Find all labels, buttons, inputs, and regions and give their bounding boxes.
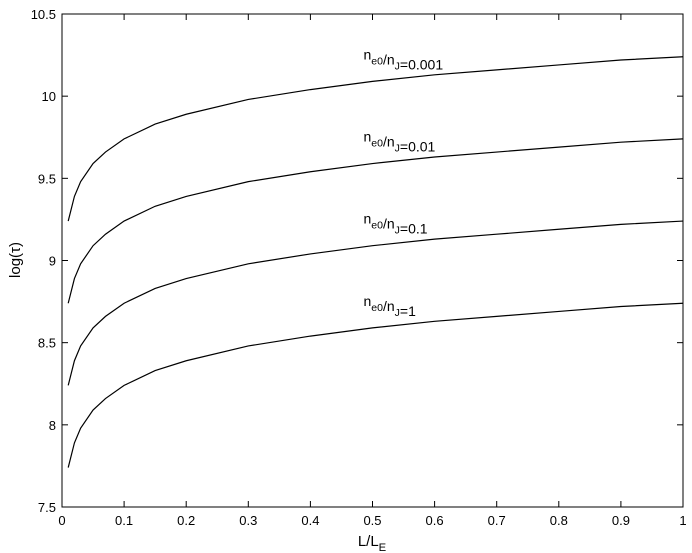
x-tick-label: 0.2: [177, 513, 195, 528]
line-series: [67, 56, 684, 222]
x-tick-label: 0.3: [239, 513, 257, 528]
x-tick-label: 0.9: [612, 513, 630, 528]
x-tick-label: 0: [58, 513, 65, 528]
x-tick-label: 0.8: [550, 513, 568, 528]
curve-label: ne0/nJ=1: [364, 293, 417, 319]
x-axis-label: L/LE: [358, 533, 387, 553]
curve-label: ne0/nJ=0.1: [364, 211, 428, 237]
y-axis-label: log(τ): [7, 242, 24, 278]
x-tick-label: 0.6: [426, 513, 444, 528]
y-tick-label: 10: [42, 89, 56, 104]
line-series: [67, 302, 684, 468]
x-tick-label: 0.1: [115, 513, 133, 528]
y-tick-label: 8.5: [38, 336, 56, 351]
x-tick-label: 1: [679, 513, 686, 528]
y-tick-label: 7.5: [38, 500, 56, 515]
plot-frame: [61, 13, 684, 508]
curve-label: ne0/nJ=0.001: [364, 46, 444, 72]
y-tick-label: 9: [49, 254, 56, 269]
x-tick-label: 0.7: [488, 513, 506, 528]
curve-label: ne0/nJ=0.01: [364, 129, 436, 155]
line-series: [67, 138, 684, 304]
y-tick-label: 10.5: [31, 7, 56, 22]
x-tick-label: 0.4: [301, 513, 319, 528]
y-tick-label: 9.5: [38, 171, 56, 186]
line-series: [67, 220, 684, 386]
y-tick-label: 8: [49, 418, 56, 433]
x-tick-label: 0.5: [363, 513, 381, 528]
